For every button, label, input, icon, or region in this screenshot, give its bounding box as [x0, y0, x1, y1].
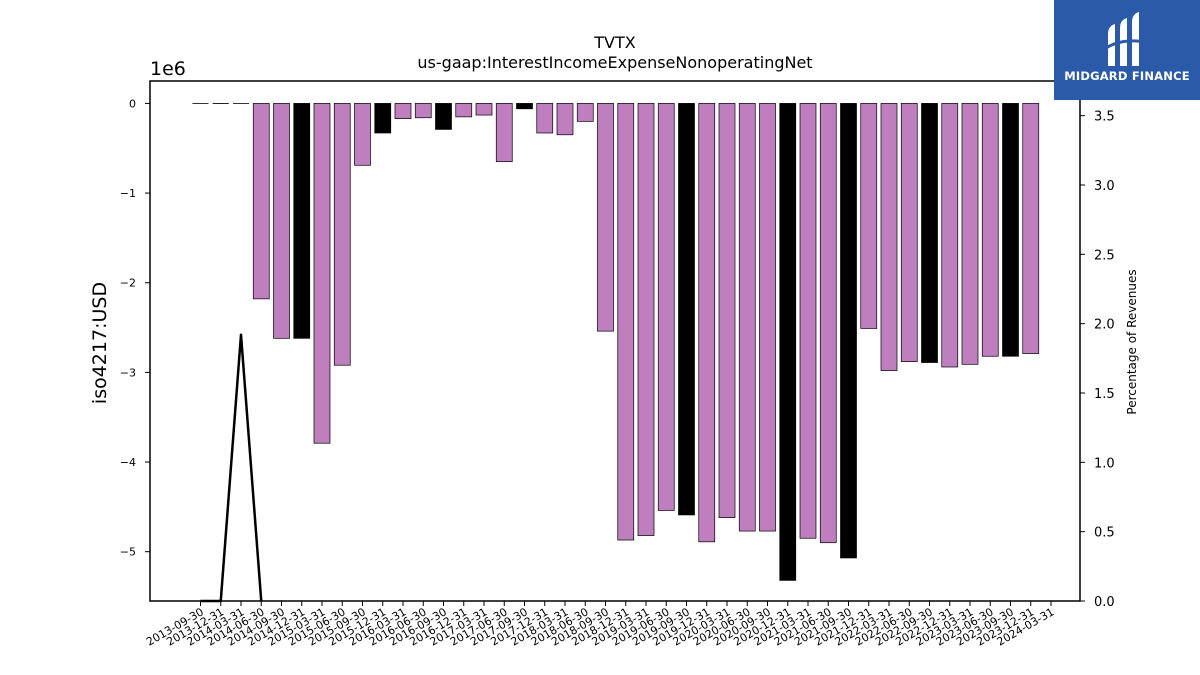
bar [657, 103, 675, 511]
bar [597, 103, 614, 332]
y-axis-label: iso4217:USD [89, 282, 111, 404]
bar [394, 103, 412, 120]
y-axis-offset-label: 1e6 [150, 58, 186, 80]
bar [495, 103, 513, 163]
y-tick-label: −3 [120, 366, 136, 379]
bar [759, 103, 776, 532]
midgard-logo-icon [1105, 12, 1147, 66]
bar [678, 103, 695, 516]
y-tick-label: −2 [120, 277, 136, 290]
bar [536, 103, 554, 134]
bar [252, 103, 270, 300]
y2-tick-label: 3.0 [1094, 179, 1115, 194]
bar [516, 103, 533, 110]
percentage-line [200, 333, 263, 603]
y2-tick-label: 2.0 [1094, 318, 1115, 333]
chart-subtitle: us-gaap:InterestIncomeExpenseNonoperatin… [417, 53, 812, 72]
bar [617, 103, 635, 541]
bar [556, 103, 574, 136]
bar [698, 103, 716, 543]
bar [354, 103, 371, 166]
bar [1002, 103, 1019, 357]
bar [799, 103, 817, 539]
plot-frame [149, 80, 1081, 602]
bar [414, 103, 432, 119]
y-tick-label: −5 [120, 546, 136, 559]
bar [900, 103, 918, 362]
bars-group [192, 103, 1040, 581]
bar [941, 103, 959, 368]
chart-title: TVTX [593, 33, 635, 52]
bar [1022, 103, 1040, 354]
bar [819, 103, 837, 544]
bar [779, 103, 797, 581]
bar [961, 103, 979, 365]
bar [637, 103, 655, 536]
secondary-y-axis-label: Percentage of Revenues [1125, 269, 1139, 414]
bar [718, 103, 736, 518]
y2-tick-label: 1.0 [1094, 456, 1115, 471]
bar [921, 103, 938, 363]
bar [455, 103, 473, 118]
y-tick-label: 0 [129, 97, 136, 110]
y2-tick-label: 1.5 [1094, 387, 1115, 402]
y2-tick-label: 2.5 [1094, 248, 1115, 263]
y-tick-label: −4 [120, 456, 136, 469]
y2-tick-label: 3.5 [1094, 110, 1115, 125]
bar [293, 103, 311, 339]
axes-group: 0−1−2−3−4−50.00.51.01.52.02.53.03.52013-… [120, 80, 1115, 649]
bar [880, 103, 898, 371]
bar [840, 103, 857, 559]
y-tick-label: −1 [120, 187, 136, 200]
line-group [200, 333, 263, 603]
y2-tick-label: 0.5 [1094, 526, 1115, 541]
bar [860, 103, 878, 329]
brand-name: MIDGARD FINANCE [1064, 69, 1190, 83]
bar [981, 103, 999, 357]
bar [313, 103, 331, 444]
bar [475, 103, 493, 116]
brand-logo: MIDGARD FINANCE [1054, 0, 1200, 100]
bar [435, 103, 452, 130]
y2-tick-label: 0.0 [1094, 595, 1115, 610]
bar [374, 103, 392, 134]
bar [738, 103, 756, 532]
bar [576, 103, 594, 122]
bar [333, 103, 351, 366]
bar [273, 103, 290, 339]
